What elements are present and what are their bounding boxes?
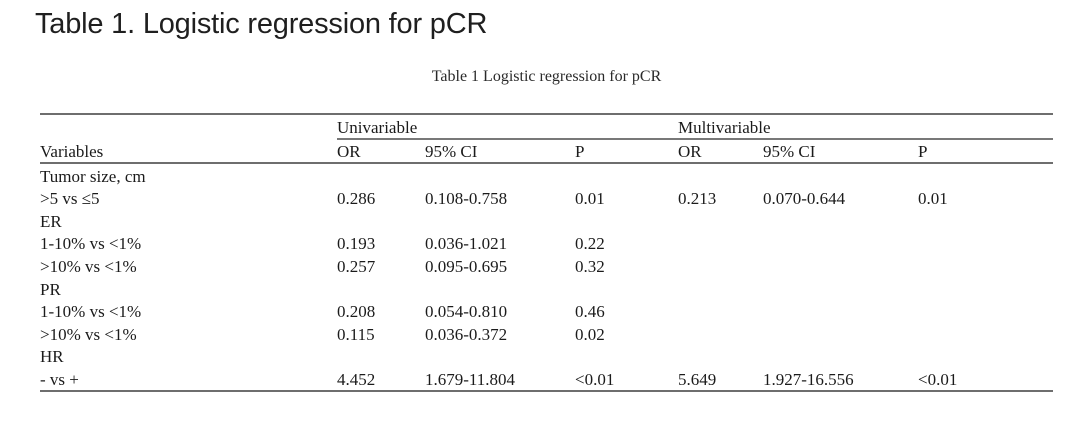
- cell: [425, 277, 575, 300]
- cell: 0.01: [575, 189, 605, 209]
- cell: 0.213: [678, 189, 717, 209]
- cell: 0.036-0.372: [425, 324, 508, 344]
- page-title: Table 1. Logistic regression for pCR: [35, 8, 488, 40]
- cell: 0.193: [337, 234, 376, 254]
- row-label: >10% vs <1%: [40, 324, 137, 344]
- cell: [575, 277, 678, 300]
- cell: [918, 254, 1053, 277]
- cell: [678, 163, 763, 187]
- multivariable-spanner: Multivariable: [678, 114, 1053, 140]
- cell: 0.32: [575, 256, 605, 276]
- cell: [425, 345, 575, 368]
- table-row: >5 vs ≤5 0.286 0.108-0.758 0.01 0.213 0.…: [40, 187, 1053, 210]
- cell: 0.22: [575, 234, 605, 254]
- cell: [918, 232, 1053, 255]
- column-header-uni-or: OR: [337, 139, 425, 164]
- column-header-variables: Variables: [40, 139, 337, 164]
- table-row: HR: [40, 345, 1053, 368]
- cell: [918, 277, 1053, 300]
- table-row: - vs + 4.452 1.679-11.804 <0.01 5.649 1.…: [40, 367, 1053, 392]
- row-label: 1-10% vs <1%: [40, 234, 142, 254]
- cell: [575, 163, 678, 187]
- univariable-spanner: Univariable: [337, 114, 678, 140]
- column-header-uni-p: P: [575, 139, 678, 164]
- cell: [763, 254, 918, 277]
- table-row: >10% vs <1% 0.257 0.095-0.695 0.32: [40, 254, 1053, 277]
- row-label: >5 vs ≤5: [40, 189, 100, 209]
- column-header-row: Variables OR 95% CI P OR 95% CI P: [40, 139, 1053, 164]
- cell: [918, 322, 1053, 345]
- row-label: - vs +: [40, 367, 337, 392]
- table-row: 1-10% vs <1% 0.193 0.036-1.021 0.22: [40, 232, 1053, 255]
- cell: 0.286: [337, 189, 376, 209]
- cell: 0.115: [337, 324, 375, 344]
- cell: [763, 345, 918, 368]
- cell: [763, 322, 918, 345]
- cell: [763, 277, 918, 300]
- cell: <0.01: [918, 367, 1053, 392]
- cell: [918, 345, 1053, 368]
- cell: 0.208: [337, 302, 376, 322]
- cell: [763, 232, 918, 255]
- cell: [575, 209, 678, 232]
- cell: 0.257: [337, 256, 376, 276]
- cell: [918, 209, 1053, 232]
- cell: [337, 209, 425, 232]
- row-label: PR: [40, 279, 61, 299]
- cell: [337, 345, 425, 368]
- column-header-multi-ci: 95% CI: [763, 139, 918, 164]
- cell: <0.01: [575, 367, 678, 392]
- cell: [918, 300, 1053, 323]
- cell: 4.452: [337, 367, 425, 392]
- column-header-uni-ci: 95% CI: [425, 139, 575, 164]
- spanner-row: Univariable Multivariable: [40, 114, 1053, 140]
- cell: [678, 322, 763, 345]
- cell: 0.46: [575, 302, 605, 322]
- cell: [337, 163, 425, 187]
- cell: [678, 254, 763, 277]
- cell: 0.070-0.644: [763, 189, 846, 209]
- cell: [763, 209, 918, 232]
- table-row: >10% vs <1% 0.115 0.036-0.372 0.02: [40, 322, 1053, 345]
- table-row: PR: [40, 277, 1053, 300]
- regression-table: Univariable Multivariable Variables OR 9…: [40, 113, 1053, 392]
- cell: 0.054-0.810: [425, 302, 508, 322]
- cell: [918, 163, 1053, 187]
- cell: [763, 300, 918, 323]
- cell: [575, 345, 678, 368]
- cell: 5.649: [678, 367, 763, 392]
- cell: [425, 209, 575, 232]
- cell: [678, 345, 763, 368]
- cell: [678, 209, 763, 232]
- cell: [678, 232, 763, 255]
- cell: [678, 277, 763, 300]
- table-row: Tumor size, cm: [40, 163, 1053, 187]
- cell: 1.927-16.556: [763, 367, 918, 392]
- cell: 1.679-11.804: [425, 367, 575, 392]
- cell: 0.095-0.695: [425, 256, 508, 276]
- column-header-multi-p: P: [918, 139, 1053, 164]
- cell: [337, 277, 425, 300]
- cell: [763, 163, 918, 187]
- table-row: ER: [40, 209, 1053, 232]
- row-label: >10% vs <1%: [40, 256, 137, 276]
- cell: 0.01: [918, 189, 948, 209]
- cell: 0.02: [575, 324, 605, 344]
- cell: 0.036-1.021: [425, 234, 508, 254]
- table-caption: Table 1 Logistic regression for pCR: [431, 68, 662, 85]
- table-row: 1-10% vs <1% 0.208 0.054-0.810 0.46: [40, 300, 1053, 323]
- row-label: Tumor size, cm: [40, 166, 146, 186]
- row-label: 1-10% vs <1%: [40, 302, 142, 322]
- row-label: HR: [40, 347, 64, 367]
- cell: [678, 300, 763, 323]
- cell: [425, 163, 575, 187]
- row-label: ER: [40, 211, 62, 231]
- spanner-empty-cell: [40, 114, 337, 139]
- column-header-multi-or: OR: [678, 139, 763, 164]
- cell: 0.108-0.758: [425, 189, 508, 209]
